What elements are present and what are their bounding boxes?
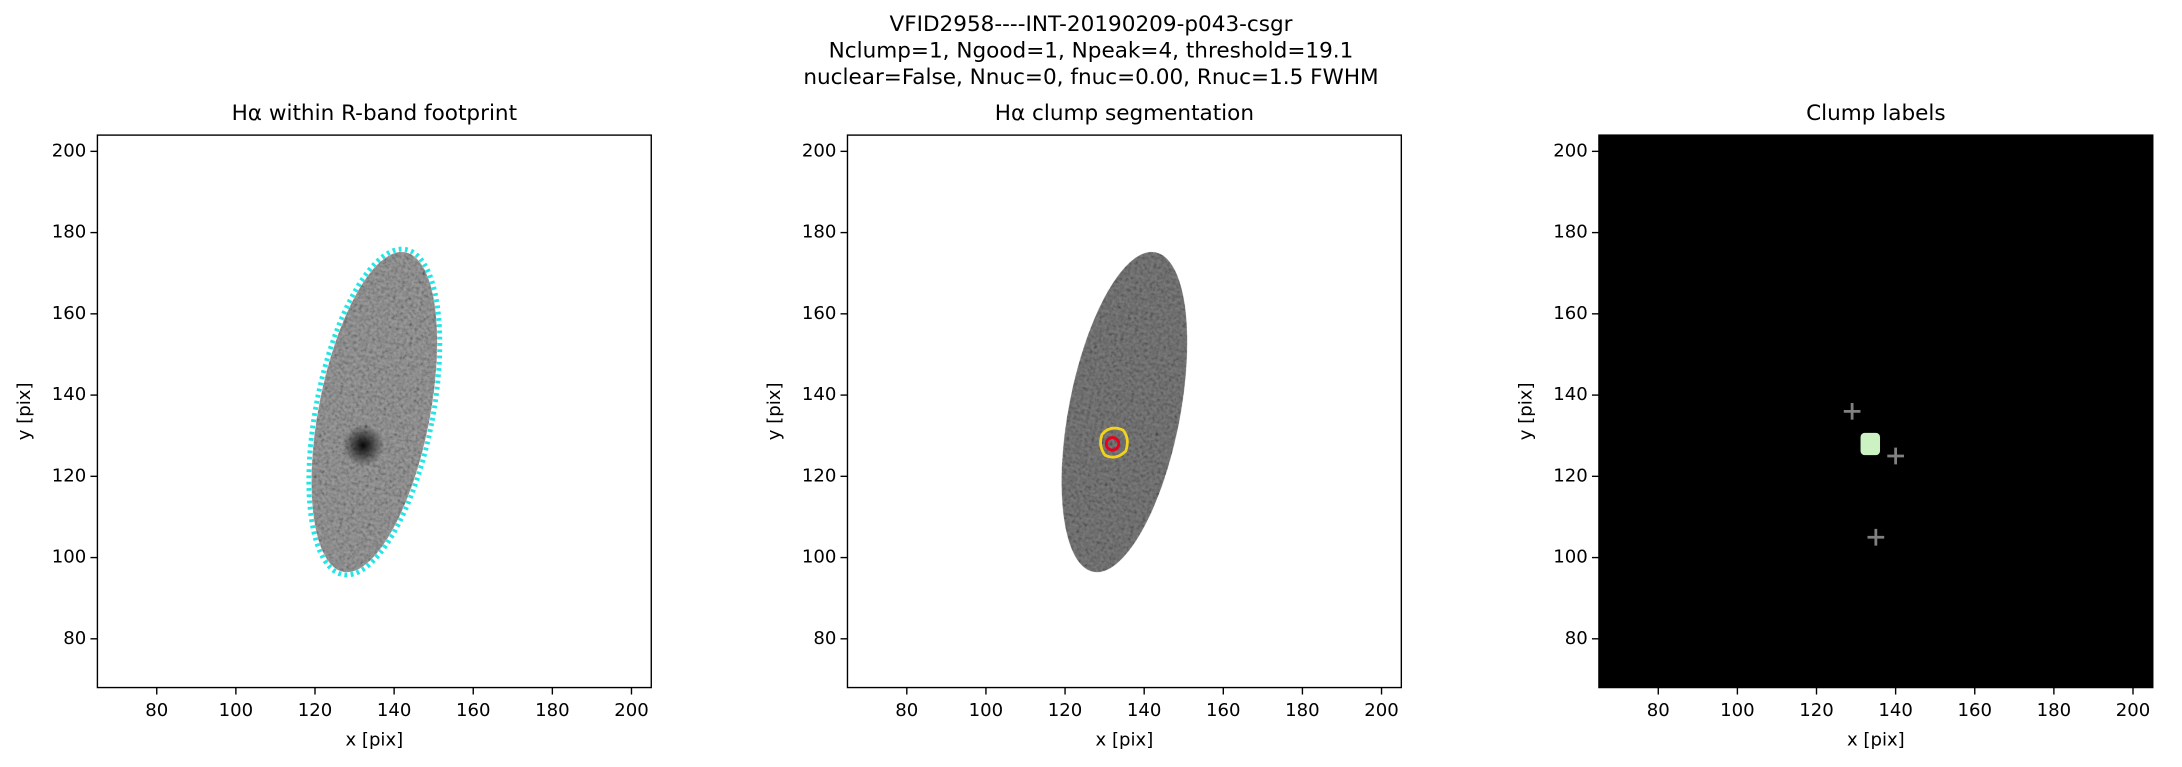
y-tick-label: 180 — [52, 222, 87, 243]
axes-frame — [846, 134, 1403, 689]
y-tick-label: 200 — [1553, 140, 1588, 161]
x-tick-label: 200 — [614, 700, 649, 721]
y-tick-label: 160 — [802, 303, 837, 324]
x-tick-label: 80 — [1647, 700, 1670, 721]
x-axis-label: x [pix] — [345, 729, 403, 750]
peak-marker — [1887, 447, 1904, 465]
y-tick-label: 180 — [802, 222, 837, 243]
x-tick-label: 180 — [2037, 700, 2072, 721]
y-tick-label: 80 — [1565, 628, 1588, 649]
y-tick-label: 140 — [52, 384, 87, 405]
footprint-contour — [306, 246, 443, 578]
x-tick-label: 160 — [1957, 700, 1992, 721]
x-tick-label: 160 — [456, 700, 491, 721]
y-tick-label: 200 — [52, 140, 87, 161]
galaxy-core — [342, 424, 385, 467]
y-tick-label: 120 — [52, 465, 87, 486]
y-tick-label: 200 — [802, 140, 837, 161]
y-axis-label: y [pix] — [764, 382, 785, 440]
figure-title: VFID2958----INT-20190209-p043-csgr — [889, 12, 1292, 37]
y-tick-label: 160 — [52, 303, 87, 324]
x-tick-label: 100 — [1720, 700, 1755, 721]
x-tick-label: 80 — [145, 700, 168, 721]
x-tick-label: 100 — [219, 700, 254, 721]
y-tick-label: 100 — [52, 547, 87, 568]
y-tick-label: 100 — [802, 547, 837, 568]
y-tick-label: 80 — [813, 628, 836, 649]
y-tick-label: 80 — [63, 628, 86, 649]
axes-frame — [96, 134, 652, 689]
galaxy-image — [1061, 251, 1188, 573]
galaxy-image — [311, 251, 438, 573]
x-tick-label: 180 — [1285, 700, 1320, 721]
y-tick-label: 180 — [1553, 222, 1588, 243]
figure-title: nuclear=False, Nnuc=0, fnuc=0.00, Rnuc=1… — [803, 65, 1378, 90]
y-axis-label: y [pix] — [1516, 382, 1537, 440]
y-tick-label: 120 — [1553, 465, 1588, 486]
y-tick-label: 120 — [802, 465, 837, 486]
images — [306, 246, 1881, 578]
x-tick-label: 140 — [1127, 700, 1162, 721]
x-tick-label: 120 — [298, 700, 333, 721]
x-axis-label: x [pix] — [1096, 729, 1154, 750]
y-tick-label: 140 — [1553, 384, 1588, 405]
axes-title: Hα clump segmentation — [995, 101, 1254, 126]
y-tick-label: 160 — [1553, 303, 1588, 324]
x-tick-label: 140 — [377, 700, 412, 721]
axes-title: Clump labels — [1806, 101, 1946, 126]
axes: VFID2958----INT-20190209-p043-csgrNclump… — [14, 12, 2154, 750]
peak-marker — [1867, 528, 1885, 546]
x-tick-label: 180 — [535, 700, 570, 721]
axes-background — [1598, 135, 2153, 688]
x-tick-label: 100 — [969, 700, 1004, 721]
peak-marker — [1843, 402, 1861, 420]
y-tick-label: 140 — [802, 384, 837, 405]
x-tick-label: 200 — [2116, 700, 2151, 721]
clump-contour — [1099, 426, 1129, 459]
peak-marker — [1104, 436, 1121, 452]
clump-label — [1860, 432, 1881, 456]
x-tick-label: 160 — [1206, 700, 1241, 721]
figure-title: Nclump=1, Ngood=1, Npeak=4, threshold=19… — [829, 39, 1354, 64]
x-tick-label: 200 — [1364, 700, 1399, 721]
axes-title: Hα within R-band footprint — [232, 101, 517, 126]
x-tick-label: 140 — [1878, 700, 1913, 721]
x-tick-label: 120 — [1048, 700, 1083, 721]
x-tick-label: 80 — [895, 700, 918, 721]
x-tick-label: 120 — [1799, 700, 1834, 721]
x-axis-label: x [pix] — [1847, 729, 1905, 750]
y-axis-label: y [pix] — [14, 382, 35, 440]
y-tick-label: 100 — [1553, 547, 1588, 568]
axes-frame — [1598, 134, 2154, 689]
